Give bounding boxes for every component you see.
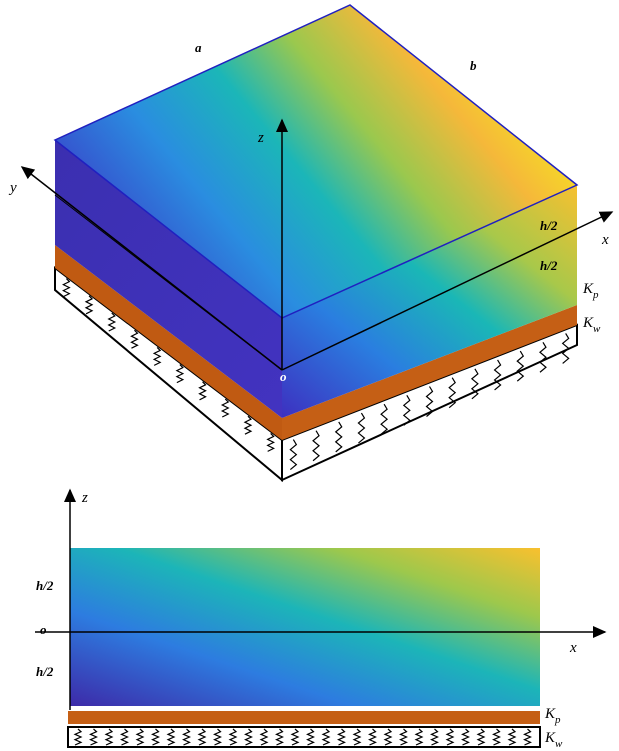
label-y: y bbox=[8, 180, 17, 196]
label-kw: Kw bbox=[544, 730, 563, 750]
diagram: a b z y x h/2 h/2 o Kp Kw z x h/2 h/2 o … bbox=[0, 0, 619, 751]
plate-section bbox=[70, 548, 540, 706]
label-kw: Kw bbox=[582, 315, 601, 335]
label-z: z bbox=[257, 130, 264, 146]
label-kp: Kp bbox=[544, 706, 561, 726]
label-x: x bbox=[569, 640, 577, 656]
label-x: x bbox=[601, 232, 609, 248]
label-a: a bbox=[195, 40, 202, 55]
plate-3d bbox=[22, 5, 612, 480]
plate-side bbox=[35, 490, 605, 747]
label-z: z bbox=[81, 490, 88, 506]
label-b: b bbox=[470, 58, 477, 73]
label-origin: o bbox=[40, 622, 47, 637]
kw-sub: w bbox=[555, 738, 563, 750]
label-kp: Kp bbox=[582, 281, 599, 301]
kp-sub: p bbox=[592, 289, 599, 301]
kw-sub: w bbox=[593, 323, 601, 335]
label-h-upper: h/2 bbox=[540, 218, 558, 233]
label-h-upper: h/2 bbox=[36, 578, 54, 593]
pasternak-layer bbox=[68, 711, 540, 724]
kp-sub: p bbox=[554, 714, 561, 726]
label-h-lower: h/2 bbox=[540, 258, 558, 273]
label-origin: o bbox=[280, 369, 287, 384]
label-h-lower: h/2 bbox=[36, 664, 54, 679]
